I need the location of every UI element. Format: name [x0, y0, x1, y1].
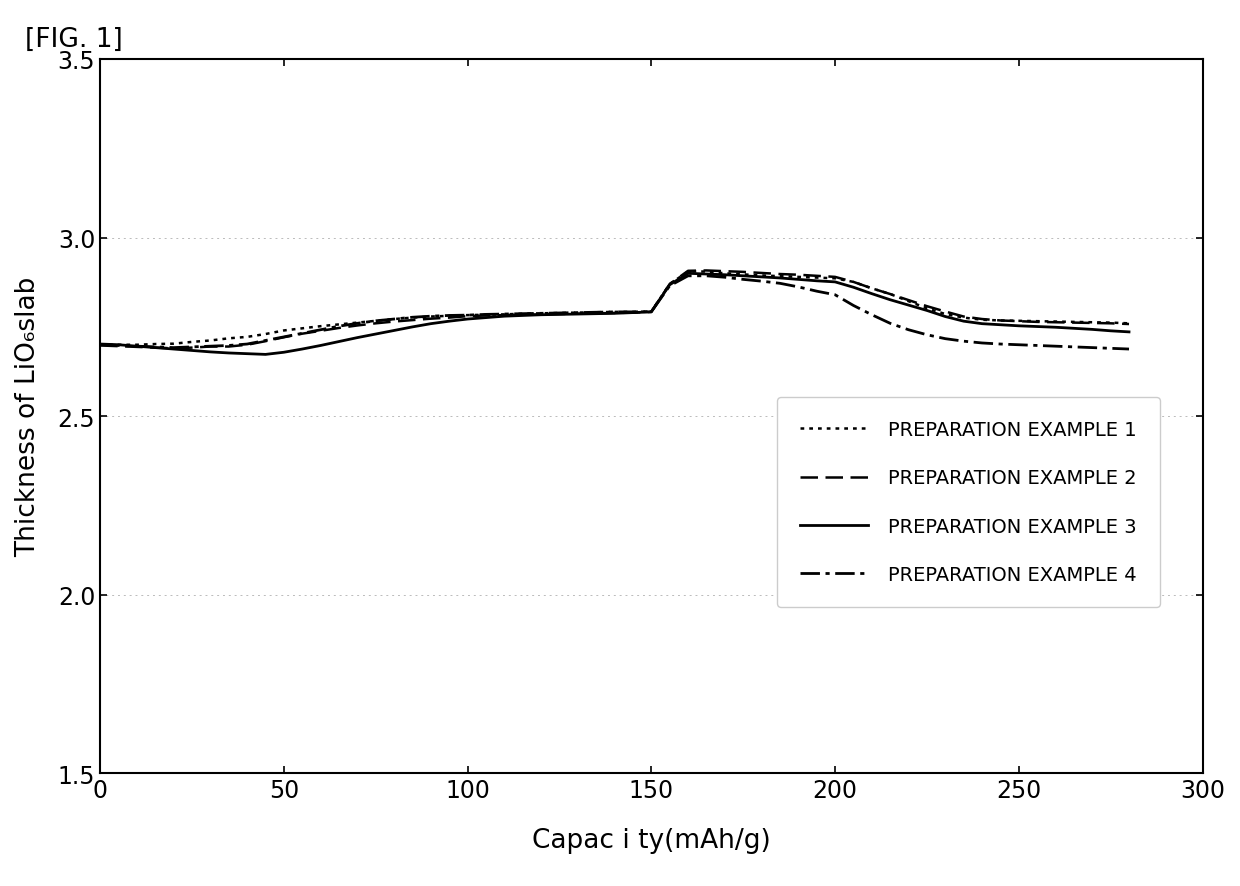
PREPARATION EXAMPLE 4 — [681, 271, 696, 282]
X-axis label: Capac i ty(mAh/g): Capac i ty(mAh/g) — [532, 828, 771, 853]
PREPARATION EXAMPLE 1 — [810, 273, 825, 284]
PREPARATION EXAMPLE 1 — [148, 339, 162, 350]
PREPARATION EXAMPLE 3 — [387, 326, 402, 337]
Line: PREPARATION EXAMPLE 2: PREPARATION EXAMPLE 2 — [100, 271, 1128, 349]
PREPARATION EXAMPLE 4 — [368, 316, 383, 327]
PREPARATION EXAMPLE 4 — [148, 342, 162, 353]
PREPARATION EXAMPLE 4 — [93, 340, 108, 351]
PREPARATION EXAMPLE 4 — [129, 341, 144, 352]
PREPARATION EXAMPLE 1 — [1121, 319, 1136, 330]
PREPARATION EXAMPLE 3 — [258, 350, 273, 361]
PREPARATION EXAMPLE 2 — [387, 317, 402, 328]
Line: PREPARATION EXAMPLE 4: PREPARATION EXAMPLE 4 — [100, 276, 1128, 350]
PREPARATION EXAMPLE 2 — [148, 343, 162, 354]
PREPARATION EXAMPLE 1 — [681, 267, 696, 277]
PREPARATION EXAMPLE 2 — [827, 272, 842, 283]
PREPARATION EXAMPLE 1 — [533, 308, 548, 319]
PREPARATION EXAMPLE 4 — [533, 308, 548, 319]
PREPARATION EXAMPLE 2 — [166, 344, 181, 354]
PREPARATION EXAMPLE 4 — [1121, 345, 1136, 355]
PREPARATION EXAMPLE 2 — [93, 341, 108, 352]
PREPARATION EXAMPLE 4 — [827, 290, 842, 300]
PREPARATION EXAMPLE 3 — [827, 277, 842, 288]
PREPARATION EXAMPLE 3 — [93, 339, 108, 350]
Text: [FIG. 1]: [FIG. 1] — [25, 27, 123, 52]
PREPARATION EXAMPLE 3 — [846, 283, 861, 293]
PREPARATION EXAMPLE 3 — [148, 343, 162, 354]
Legend: PREPARATION EXAMPLE 1, PREPARATION EXAMPLE 2, PREPARATION EXAMPLE 3, PREPARATION: PREPARATION EXAMPLE 1, PREPARATION EXAMP… — [777, 398, 1159, 607]
PREPARATION EXAMPLE 1 — [129, 340, 144, 351]
PREPARATION EXAMPLE 2 — [129, 342, 144, 353]
PREPARATION EXAMPLE 3 — [681, 268, 696, 279]
PREPARATION EXAMPLE 3 — [552, 310, 567, 321]
Line: PREPARATION EXAMPLE 3: PREPARATION EXAMPLE 3 — [100, 274, 1128, 355]
PREPARATION EXAMPLE 1 — [827, 274, 842, 284]
Y-axis label: Thickness of LiO₆slab: Thickness of LiO₆slab — [15, 276, 41, 556]
PREPARATION EXAMPLE 2 — [1121, 319, 1136, 330]
PREPARATION EXAMPLE 2 — [699, 266, 714, 276]
PREPARATION EXAMPLE 3 — [129, 341, 144, 352]
PREPARATION EXAMPLE 2 — [846, 277, 861, 288]
PREPARATION EXAMPLE 4 — [810, 286, 825, 297]
Line: PREPARATION EXAMPLE 1: PREPARATION EXAMPLE 1 — [100, 272, 1128, 346]
PREPARATION EXAMPLE 1 — [93, 340, 108, 351]
PREPARATION EXAMPLE 1 — [368, 316, 383, 327]
PREPARATION EXAMPLE 3 — [1121, 327, 1136, 338]
PREPARATION EXAMPLE 2 — [552, 309, 567, 320]
